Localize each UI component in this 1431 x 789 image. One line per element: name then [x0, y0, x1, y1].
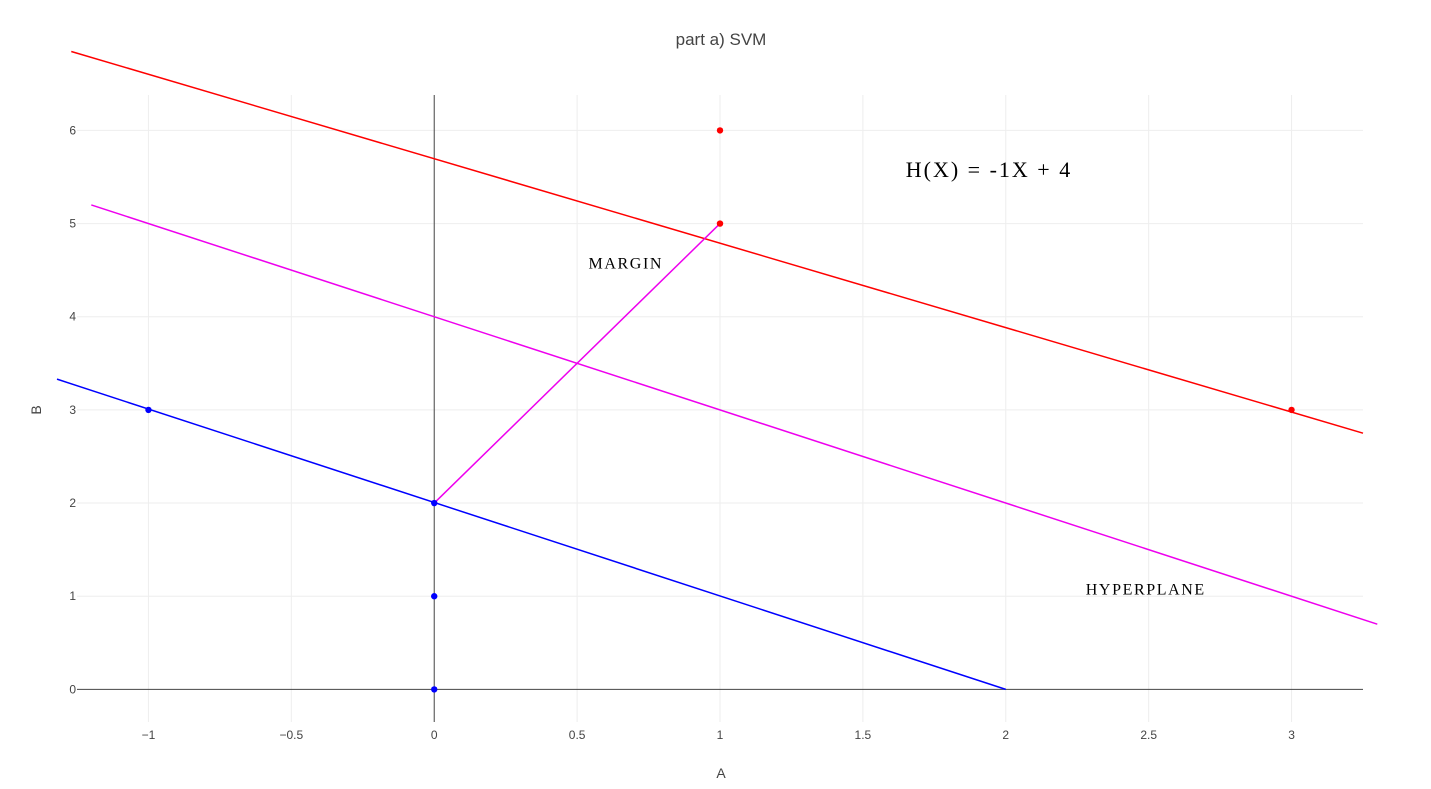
series-line: [433, 223, 721, 504]
annotations: H(X) = -1X + 4 MARGIN HYPERPLANE: [589, 157, 1206, 598]
y-tick-label: 4: [69, 310, 76, 324]
x-tick-label: −0.5: [279, 728, 303, 742]
x-tick-label: −1: [142, 728, 156, 742]
data-point: [431, 686, 438, 693]
x-axis-title: A: [716, 765, 726, 781]
data-point: [431, 593, 438, 600]
y-tick-label: 2: [69, 496, 76, 510]
data-point: [431, 499, 438, 507]
marker-layer: [145, 127, 1295, 693]
series-line: [71, 50, 1364, 434]
x-tick-label: 1.5: [855, 728, 872, 742]
x-tick-label: 2.5: [1140, 728, 1157, 742]
chart-title: part a) SVM: [676, 30, 767, 49]
y-tick-label: 1: [69, 589, 76, 603]
annotation-text: MARGIN: [589, 255, 664, 272]
annotation-text: H(X) = -1X + 4: [906, 157, 1072, 182]
annotation-text: HYPERPLANE: [1086, 581, 1206, 598]
x-tick-label: 2: [1002, 728, 1009, 742]
data-point: [716, 127, 724, 134]
x-tick-label: 0.5: [569, 728, 586, 742]
zero-lines: [77, 95, 1363, 722]
series-layer: [56, 50, 1378, 691]
series-line: [91, 204, 1378, 625]
x-tick-label: 3: [1288, 728, 1295, 742]
y-tick-label: 0: [69, 682, 76, 696]
y-tick-label: 5: [69, 217, 76, 231]
y-tick-label: 6: [69, 123, 76, 137]
y-tick-label: 3: [69, 403, 76, 417]
data-point: [716, 220, 724, 227]
x-tick-label: 1: [717, 728, 724, 742]
grid-lines: [77, 95, 1363, 722]
data-point: [1288, 406, 1295, 414]
tick-labels: −1 −0.5 0 0.5 1 1.5 2 2.5 3 0 1 2 3 4 5 6: [69, 123, 1295, 742]
x-tick-label: 0: [431, 728, 438, 742]
y-axis-title: B: [28, 405, 44, 414]
data-point: [145, 406, 152, 414]
series-line: [56, 378, 1007, 691]
